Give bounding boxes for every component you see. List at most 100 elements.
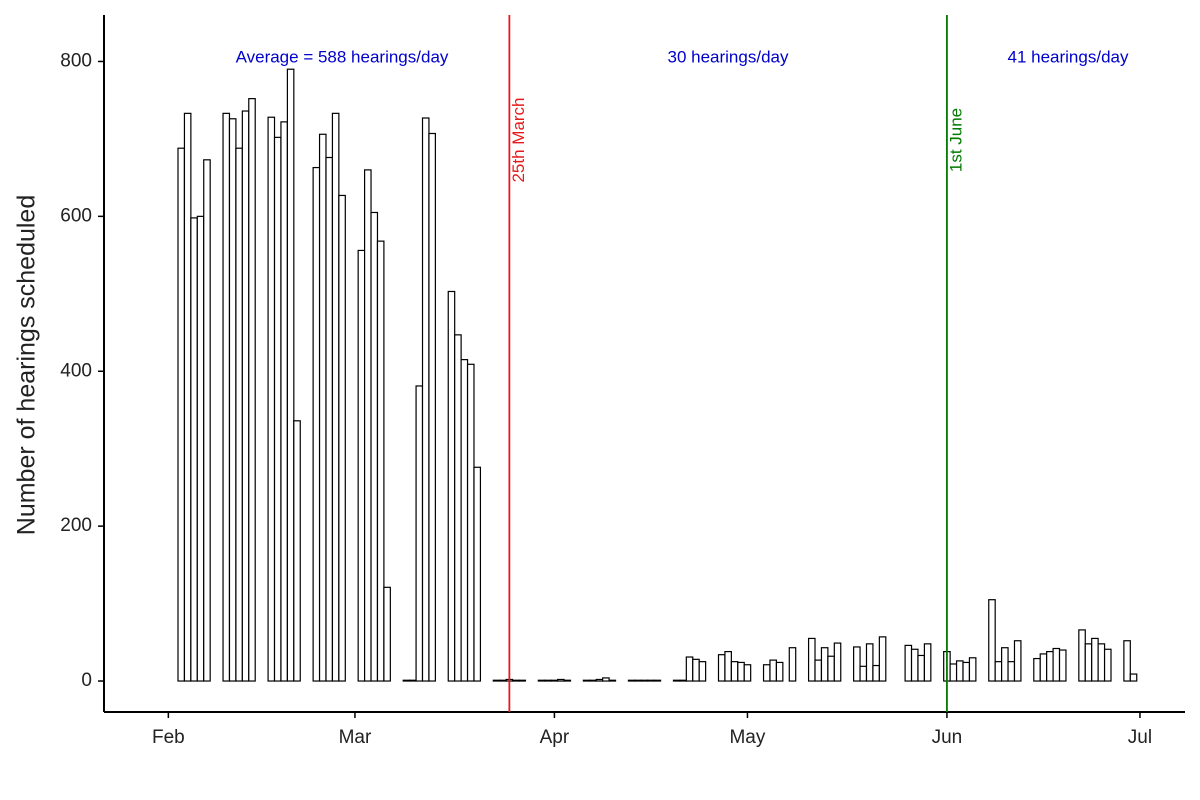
bar	[447, 290, 456, 682]
bar	[872, 664, 880, 682]
bar	[685, 656, 694, 682]
x-tick-label: Feb	[152, 727, 185, 748]
bar	[1084, 643, 1093, 682]
bar	[1097, 643, 1106, 682]
bar	[402, 679, 411, 682]
annotation: 41 hearings/day	[1008, 47, 1129, 66]
bar	[1033, 657, 1041, 682]
bar	[228, 118, 237, 682]
bar	[177, 147, 186, 682]
bar	[762, 664, 771, 682]
bar	[672, 679, 681, 682]
bar	[904, 644, 913, 682]
annotation: 30 hearings/day	[668, 47, 789, 66]
bar	[492, 679, 501, 682]
bar	[949, 663, 958, 682]
bar	[196, 215, 205, 682]
bar	[550, 679, 559, 682]
bar	[318, 133, 327, 682]
bar	[1046, 650, 1054, 682]
bar	[518, 679, 527, 682]
bar	[878, 636, 887, 682]
bar	[248, 98, 256, 682]
bar	[544, 679, 552, 682]
bar	[454, 334, 462, 682]
bar	[1078, 629, 1086, 682]
bar	[692, 658, 700, 682]
bar	[968, 657, 977, 682]
bar	[724, 650, 732, 682]
bar	[994, 661, 1003, 682]
bar	[589, 679, 597, 682]
bar	[775, 661, 784, 682]
x-tick-label: Apr	[540, 727, 570, 748]
bar	[460, 359, 469, 682]
y-axis-label: Number of hearings scheduled	[13, 195, 41, 535]
bar	[415, 385, 424, 682]
bar	[325, 156, 334, 682]
bar	[280, 121, 288, 682]
bar	[376, 240, 385, 682]
bar	[312, 166, 321, 682]
bar	[602, 677, 610, 682]
y-tick-label: 0	[81, 670, 92, 691]
y-tick-label: 600	[60, 205, 92, 226]
bar	[923, 643, 932, 682]
reference-label: 1st June	[946, 108, 965, 172]
bar	[370, 211, 379, 682]
bar	[917, 654, 926, 682]
bar	[331, 112, 340, 682]
bar	[557, 678, 565, 682]
bar	[608, 679, 617, 682]
bar	[910, 648, 919, 682]
bar	[293, 420, 301, 682]
bar	[1129, 673, 1138, 682]
bar	[183, 112, 192, 682]
bar	[563, 679, 572, 682]
bar	[820, 647, 829, 682]
bar	[241, 110, 250, 682]
bar	[1052, 647, 1061, 682]
bar	[466, 363, 475, 682]
bar	[807, 637, 816, 682]
y-tick-label: 800	[60, 50, 92, 71]
bar	[853, 646, 861, 682]
y-tick-label: 400	[60, 360, 92, 381]
bar	[473, 466, 482, 682]
bar	[743, 664, 752, 682]
bar	[1091, 637, 1099, 682]
bar	[647, 679, 655, 682]
bar	[988, 599, 996, 682]
x-tick-label: Mar	[339, 727, 372, 748]
bar	[203, 159, 211, 682]
bar	[679, 679, 687, 682]
bar	[698, 661, 707, 682]
bar	[190, 217, 198, 682]
bar	[409, 679, 417, 682]
x-tick-label: Jul	[1128, 727, 1152, 748]
bar	[827, 655, 835, 682]
bar	[962, 661, 971, 682]
bar	[363, 169, 372, 682]
bar	[627, 679, 636, 682]
bar	[955, 660, 964, 682]
bar	[1039, 653, 1048, 682]
bar	[1007, 661, 1016, 682]
bar	[383, 586, 391, 682]
bar	[582, 679, 591, 682]
bar	[859, 665, 868, 682]
bar	[788, 647, 797, 682]
bar	[814, 659, 823, 682]
bar	[273, 136, 282, 682]
bar	[730, 661, 739, 682]
bar	[653, 679, 662, 682]
bar	[222, 112, 231, 682]
bar	[1123, 640, 1131, 682]
y-tick-label: 200	[60, 515, 92, 536]
bar	[634, 679, 642, 682]
x-tick-label: May	[729, 727, 765, 748]
bar	[833, 642, 842, 682]
bar	[769, 659, 778, 682]
bar	[235, 147, 243, 682]
